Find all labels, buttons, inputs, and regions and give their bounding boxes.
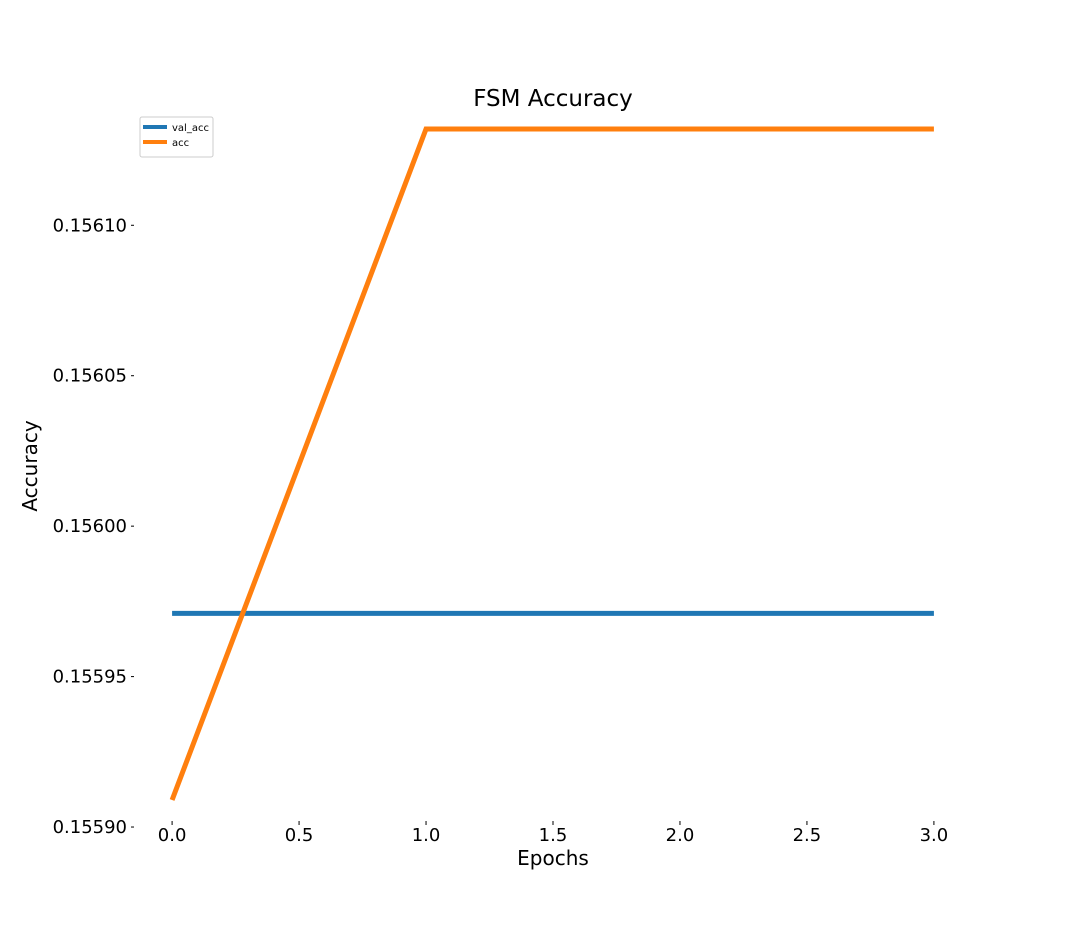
- y-tick-label: 0.15610: [53, 215, 127, 236]
- y-axis-ticks: 0.15590 0.15595 0.15600 0.15605 0.15610: [53, 215, 134, 838]
- plot-area: [169, 126, 934, 801]
- x-tick-label: 0.5: [285, 825, 314, 846]
- series-line-acc: [169, 126, 934, 801]
- x-tick-label: 1.0: [412, 825, 441, 846]
- chart-title: FSM Accuracy: [473, 86, 633, 112]
- x-tick-label: 1.5: [539, 825, 568, 846]
- x-axis-ticks: 0.0 0.5 1.0 1.5 2.0 2.5 3.0: [158, 821, 948, 846]
- y-tick-label: 0.15590: [53, 817, 127, 838]
- x-tick-label: 3.0: [920, 825, 949, 846]
- y-tick-label: 0.15605: [53, 366, 127, 387]
- x-axis-label: Epochs: [517, 846, 589, 870]
- legend-label: val_acc: [172, 123, 209, 134]
- y-tick-label: 0.15600: [53, 516, 127, 537]
- y-tick-label: 0.15595: [53, 667, 127, 688]
- x-tick-label: 2.0: [666, 825, 695, 846]
- x-tick-label: 0.0: [158, 825, 187, 846]
- legend-label: acc: [172, 138, 189, 149]
- y-axis-label: Accuracy: [18, 420, 42, 511]
- x-tick-label: 2.5: [793, 825, 822, 846]
